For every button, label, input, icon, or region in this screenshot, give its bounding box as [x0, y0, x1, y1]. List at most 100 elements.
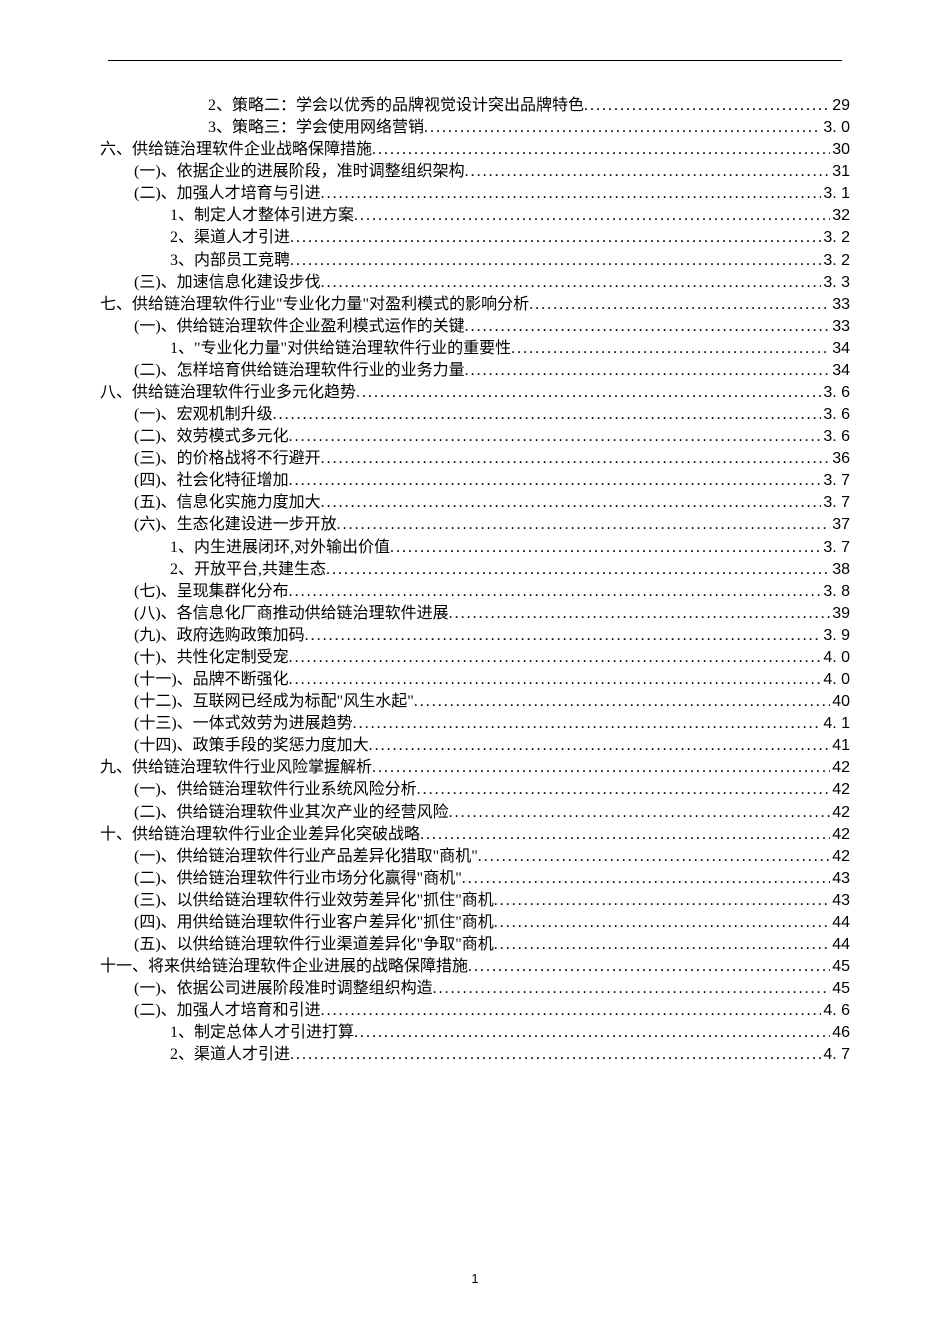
header-rule [108, 60, 842, 61]
toc-entry-page: 30 [830, 139, 850, 161]
toc-leader-dots [584, 95, 830, 117]
toc-entry: 六、供给链治理软件企业战略保障措施30 [100, 139, 850, 161]
toc-entry-page: 3. 7 [821, 492, 850, 514]
toc-entry-label: 十、供给链治理软件行业企业差异化突破战略 [100, 824, 420, 846]
toc-entry-page: 40 [830, 691, 850, 713]
toc-entry-label: (一)、供给链治理软件行业系统风险分析 [134, 779, 417, 801]
toc-entry-page: 43 [830, 868, 850, 890]
toc-entry-label: 2、策略二：学会以优秀的品牌视觉设计突出品牌特色 [208, 95, 584, 117]
toc-leader-dots [289, 581, 822, 603]
toc-leader-dots [529, 294, 830, 316]
toc-entry: (一)、宏观机制升级3. 6 [100, 404, 850, 426]
toc-entry-page: 4. 0 [821, 669, 850, 691]
toc-entry-label: (五)、以供给链治理软件行业渠道差异化"争取"商机 [134, 934, 494, 956]
toc-leader-dots [289, 647, 822, 669]
toc-entry: (二)、效劳模式多元化3. 6 [100, 426, 850, 448]
toc-entry-page: 42 [830, 824, 850, 846]
toc-leader-dots [354, 205, 830, 227]
toc-entry-page: 44 [830, 934, 850, 956]
toc-entry-label: (三)、以供给链治理软件行业效劳差异化"抓住"商机 [134, 890, 494, 912]
toc-entry-page: 3. 1 [821, 183, 850, 205]
toc-entry-page: 34 [830, 360, 850, 382]
toc-entry: (二)、供给链治理软件业其次产业的经营风险42 [100, 802, 850, 824]
document-page: 2、策略二：学会以优秀的品牌视觉设计突出品牌特色293、策略三：学会使用网络营销… [0, 0, 950, 1344]
toc-entry-page: 42 [830, 779, 850, 801]
toc-entry-label: (四)、用供给链治理软件行业客户差异化"抓住"商机 [134, 912, 494, 934]
toc-entry-label: (十一)、品牌不断强化 [134, 669, 289, 691]
toc-leader-dots [449, 802, 831, 824]
toc-entry-page: 29 [830, 95, 850, 117]
toc-leader-dots [321, 272, 822, 294]
toc-leader-dots [462, 868, 830, 890]
toc-entry-page: 3. 2 [821, 227, 850, 249]
toc-leader-dots [465, 316, 831, 338]
toc-entry-label: 1、"专业化力量"对供给链治理软件行业的重要性 [170, 338, 511, 360]
toc-entry-label: (六)、生态化建设进一步开放 [134, 514, 337, 536]
toc-entry-label: (二)、加强人才培育与引进 [134, 183, 321, 205]
toc-leader-dots [465, 161, 831, 183]
toc-entry: 2、渠道人才引进3. 2 [100, 227, 850, 249]
toc-leader-dots [321, 448, 831, 470]
toc-entry-label: 九、供给链治理软件行业风险掌握解析 [100, 757, 372, 779]
toc-entry: (二)、加强人才培育和引进4. 6 [100, 1000, 850, 1022]
toc-entry-page: 46 [830, 1022, 850, 1044]
toc-entry-label: 1、制定总体人才引进打算 [170, 1022, 354, 1044]
toc-leader-dots [353, 713, 822, 735]
toc-entry-page: 3. 6 [821, 382, 850, 404]
toc-leader-dots [289, 669, 822, 691]
toc-entry-label: 3、策略三：学会使用网络营销 [208, 117, 424, 139]
toc-entry-page: 42 [830, 757, 850, 779]
toc-entry: (八)、各信息化厂商推动供给链治理软件进展 39 [100, 603, 850, 625]
toc-entry-page: 38 [830, 559, 850, 581]
toc-entry: 七、供给链治理软件行业"专业化力量"对盈利模式的影响分析33 [100, 294, 850, 316]
toc-entry: (十三)、一体式效劳为进展趋势4. 1 [100, 713, 850, 735]
toc-entry: 十、供给链治理软件行业企业差异化突破战略 42 [100, 824, 850, 846]
toc-entry-label: (五)、信息化实施力度加大 [134, 492, 321, 514]
toc-leader-dots [321, 183, 822, 205]
toc-entry-label: (十四)、政策手段的奖惩力度加大 [134, 735, 369, 757]
toc-leader-dots [290, 227, 821, 249]
toc-entry-label: (二)、怎样培育供给链治理软件行业的业务力量 [134, 360, 465, 382]
toc-entry-label: (四)、社会化特征增加 [134, 470, 289, 492]
toc-entry-page: 3. 7 [821, 537, 850, 559]
toc-leader-dots [390, 537, 821, 559]
toc-entry-page: 45 [830, 978, 850, 1000]
toc-entry-label: (八)、各信息化厂商推动供给链治理软件进展 [134, 603, 449, 625]
toc-entry-page: 3. 9 [821, 625, 850, 647]
toc-leader-dots [414, 691, 830, 713]
toc-leader-dots [356, 382, 821, 404]
toc-entry: (十一)、品牌不断强化 4. 0 [100, 669, 850, 691]
toc-entry: 1、"专业化力量"对供给链治理软件行业的重要性34 [100, 338, 850, 360]
toc-entry: (十二)、互联网已经成为标配"风生水起"40 [100, 691, 850, 713]
toc-entry: (六)、生态化建设进一步开放37 [100, 514, 850, 536]
toc-entry-page: 43 [830, 890, 850, 912]
toc-entry: (十四)、政策手段的奖惩力度加大41 [100, 735, 850, 757]
toc-entry: 1、内生进展闭环,对外输出价值 3. 7 [100, 537, 850, 559]
toc-entry: 3、策略三：学会使用网络营销 3. 0 [100, 117, 850, 139]
toc-entry-label: 1、制定人才整体引进方案 [170, 205, 354, 227]
toc-entry-page: 3. 7 [821, 470, 850, 492]
toc-entry-label: (一)、供给链治理软件行业产品差异化猎取"商机" [134, 846, 478, 868]
toc-leader-dots [424, 117, 821, 139]
toc-leader-dots [511, 338, 830, 360]
toc-entry-label: (九)、政府选购政策加码 [134, 625, 305, 647]
toc-entry-page: 3. 0 [821, 117, 850, 139]
toc-entry: (四)、用供给链治理软件行业客户差异化"抓住"商机44 [100, 912, 850, 934]
toc-entry-label: 2、渠道人才引进 [170, 1044, 290, 1066]
toc-entry: (五)、信息化实施力度加大 3. 7 [100, 492, 850, 514]
toc-leader-dots [468, 956, 830, 978]
toc-entry-label: 十一、将来供给链治理软件企业进展的战略保障措施 [100, 956, 468, 978]
toc-entry-label: 2、开放平台,共建生态 [170, 559, 326, 581]
toc-entry: (五)、以供给链治理软件行业渠道差异化"争取"商机 44 [100, 934, 850, 956]
toc-entry-label: 1、内生进展闭环,对外输出价值 [170, 537, 390, 559]
toc-entry: (九)、政府选购政策加码 3. 9 [100, 625, 850, 647]
toc-entry: (一)、供给链治理软件行业产品差异化猎取"商机"42 [100, 846, 850, 868]
toc-entry-page: 3. 6 [821, 404, 850, 426]
toc-leader-dots [494, 912, 830, 934]
toc-entry-page: 39 [830, 603, 850, 625]
toc-entry-label: (三)、加速信息化建设步伐 [134, 272, 321, 294]
toc-entry: (一)、供给链治理软件企业盈利模式运作的关键33 [100, 316, 850, 338]
toc-entry-label: (一)、依据企业的进展阶段，准时调整组织架构 [134, 161, 465, 183]
toc-entry-label: (三)、的价格战将不行避开 [134, 448, 321, 470]
toc-leader-dots [289, 426, 822, 448]
